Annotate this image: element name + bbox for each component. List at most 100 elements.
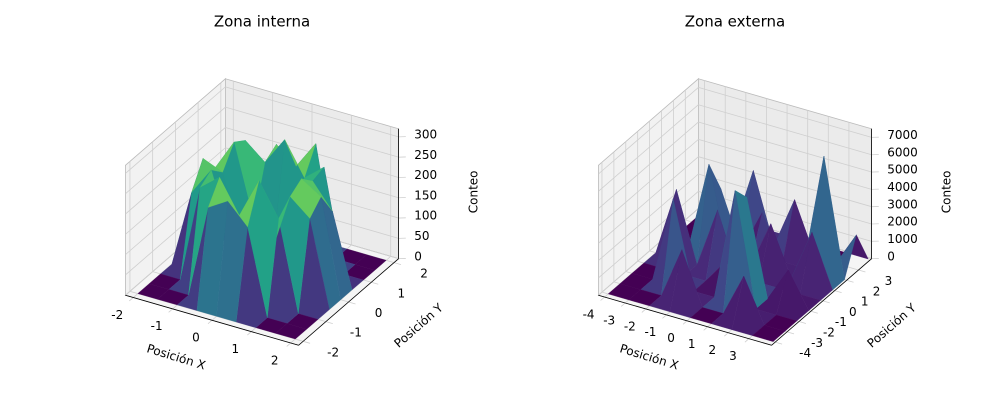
axis-line [298, 258, 399, 346]
grid-line [598, 173, 699, 261]
grid-line [598, 121, 699, 209]
z-tick-label: 4000 [887, 180, 918, 194]
x-tick-label: 3 [729, 349, 737, 363]
x-tick-label: -1 [151, 319, 163, 333]
y-tick-label: 3 [885, 274, 893, 288]
surface-patch [752, 325, 786, 342]
y-tick-label: 1 [861, 295, 869, 309]
surface-patch [275, 323, 307, 340]
x-tick-label: 2 [271, 353, 279, 367]
surface-patch [227, 180, 260, 228]
grid-line [225, 106, 399, 158]
axis-line [771, 258, 872, 346]
z-tick-label: 250 [414, 148, 437, 162]
grid-line [598, 139, 699, 227]
x-tick-label: 1 [688, 337, 696, 351]
grid-line [698, 121, 872, 173]
x-tick-label: -3 [603, 313, 615, 327]
z-axis-label: Conteo [940, 170, 954, 213]
z-tick-label: 200 [414, 168, 437, 182]
y-tick-label: -2 [327, 345, 339, 359]
y-tick-label: 2 [873, 284, 881, 298]
y-tick-label: 0 [375, 306, 383, 320]
x-tick-label: -4 [583, 307, 595, 321]
grid-line [698, 156, 872, 208]
z-tick-label: 2000 [887, 215, 918, 229]
y-tick-label: 2 [420, 267, 428, 281]
y-tick-label: -1 [835, 315, 847, 329]
y-axis-label: Posición Y [391, 300, 446, 350]
y-tick-label: 0 [849, 305, 857, 319]
x-tick-label: 2 [708, 343, 716, 357]
z-tick-label: 1000 [887, 232, 918, 246]
axis-line [598, 294, 772, 346]
grid-line [698, 138, 872, 190]
tick-mark [775, 341, 783, 345]
chart-title: Zona externa [685, 13, 785, 31]
x-tick-label: 0 [667, 331, 675, 345]
tick-mark [662, 314, 667, 319]
grid-line [125, 127, 226, 215]
tick-mark [286, 342, 291, 347]
tick-mark [600, 296, 605, 301]
axis-line [125, 294, 299, 346]
grid-line [698, 87, 872, 138]
grid-line [698, 104, 872, 156]
x-tick-label: -2 [111, 308, 123, 322]
z-tick-label: 50 [414, 229, 429, 243]
tick-mark [786, 331, 795, 335]
z-tick-label: 300 [414, 128, 437, 142]
z-tick-label: 5000 [887, 163, 918, 177]
y-tick-label: -1 [350, 326, 362, 340]
tick-mark [207, 319, 213, 325]
tick-mark [641, 308, 647, 313]
y-tick-label: 1 [397, 286, 405, 300]
z-tick-label: 150 [414, 188, 437, 202]
tick-mark [393, 262, 402, 265]
z-tick-label: 7000 [887, 128, 918, 142]
z-tick-label: 6000 [887, 145, 918, 159]
tick-mark [129, 297, 134, 302]
x-axis-label: Posición X [618, 341, 680, 372]
tick-mark [810, 310, 818, 314]
tick-mark [744, 338, 750, 343]
grid-line [598, 156, 699, 244]
x-tick-label: -2 [624, 319, 636, 333]
grid-line [598, 191, 699, 279]
tick-mark [620, 302, 626, 307]
tick-mark [682, 320, 688, 325]
y-tick-label: -3 [811, 336, 823, 350]
grid-line [125, 106, 226, 195]
grid-line [698, 173, 872, 225]
y-tick-label: -2 [823, 326, 835, 340]
tick-mark [846, 279, 854, 283]
tick-mark [703, 326, 708, 331]
tick-mark [303, 340, 311, 344]
y-tick-label: -4 [799, 346, 811, 360]
grid-line [225, 86, 399, 138]
grid-line [125, 86, 226, 174]
tick-mark [724, 332, 729, 337]
y-axis-label: Posición Y [864, 300, 919, 350]
tick-mark [371, 281, 379, 285]
tick-mark [168, 308, 173, 313]
z-axis-label: Conteo [467, 170, 481, 213]
x-axis-label: Posición X [145, 341, 207, 372]
chart-title: Zona interna [214, 13, 310, 31]
tick-mark [858, 269, 866, 273]
z-tick-label: 0 [414, 249, 422, 263]
subplot: Zona interna-2-1012-2-101205010015020025… [111, 13, 480, 373]
tick-mark [247, 331, 252, 336]
tick-mark [834, 290, 842, 293]
subplot: Zona externa-4 -3 -2 -1 0 1 2 3 -4-3-2-101230100… [583, 13, 954, 373]
z-tick-label: 100 [414, 209, 437, 223]
z-tick-label: 0 [887, 249, 895, 263]
tick-mark [325, 321, 333, 325]
grid-line [125, 147, 226, 235]
surface-patch [284, 139, 316, 179]
tick-mark [348, 301, 356, 305]
grid-line [598, 104, 699, 192]
grid-line [598, 87, 699, 175]
x-tick-label: 0 [192, 331, 200, 345]
